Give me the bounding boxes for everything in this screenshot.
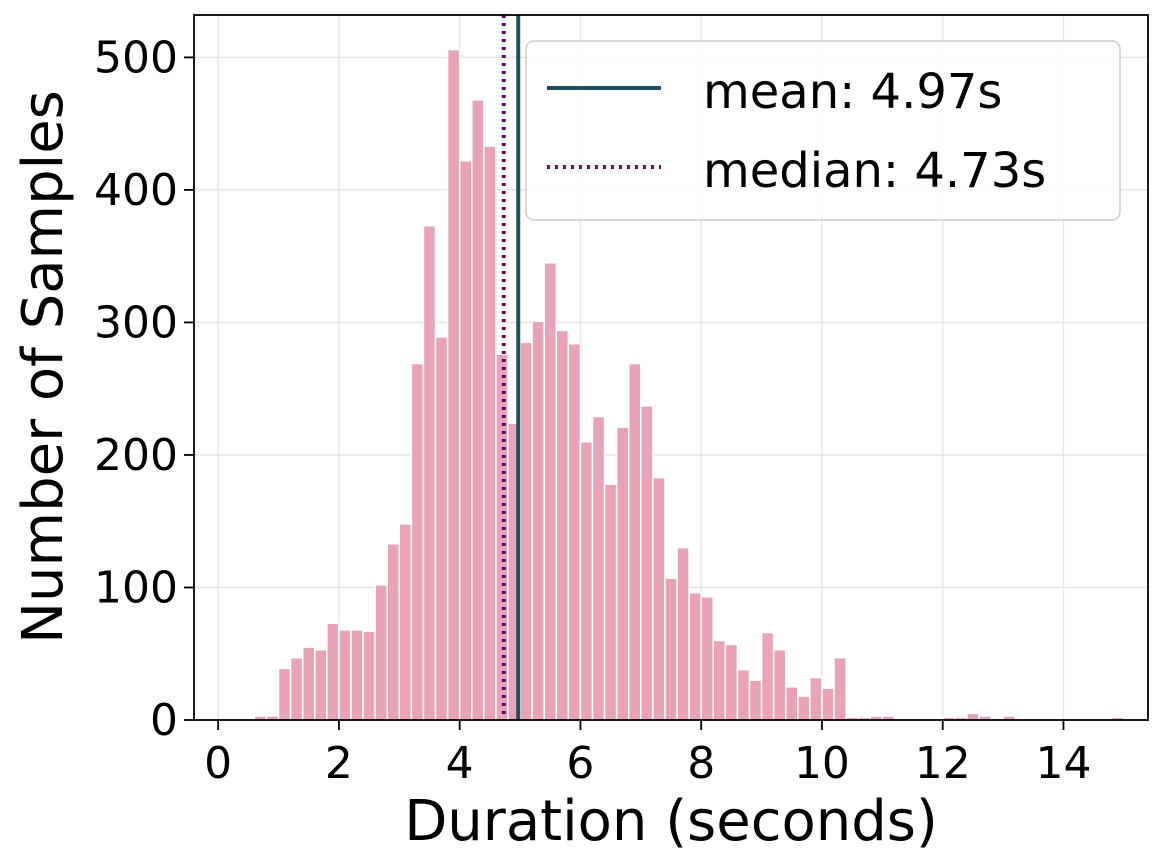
histogram-bar <box>289 656 304 721</box>
x-tick-label: 0 <box>204 738 232 789</box>
histogram-bar <box>591 415 606 721</box>
histogram-bar <box>543 262 558 721</box>
x-tick-label: 12 <box>915 738 971 789</box>
histogram-bar <box>724 643 739 721</box>
histogram-bar <box>966 712 980 721</box>
histogram-bar <box>640 405 654 721</box>
histogram-bar <box>809 676 823 721</box>
y-tick-label: 200 <box>94 430 178 481</box>
histogram-bar <box>603 483 618 721</box>
reference-lines <box>501 15 521 720</box>
histogram-bar <box>362 630 376 721</box>
y-tick-label: 300 <box>94 297 178 348</box>
histogram-bar <box>531 320 545 721</box>
y-axis-label: Number of Samples <box>11 90 76 644</box>
legend-median-label: median: 4.73s <box>703 143 1046 199</box>
histogram-bar <box>579 440 594 721</box>
histogram-bar <box>652 476 666 721</box>
histogram-bar <box>398 523 413 721</box>
histogram-bar <box>555 329 570 721</box>
legend-mean-label: mean: 4.97s <box>703 64 1002 120</box>
histogram-bar <box>833 656 847 721</box>
histogram-bar <box>676 546 690 721</box>
legend: mean: 4.97s median: 4.73s <box>525 40 1121 221</box>
histogram-bar <box>458 160 473 721</box>
histogram-bar <box>338 629 352 721</box>
histogram-bar <box>483 145 497 721</box>
histogram-bar <box>374 584 388 721</box>
histogram-bar <box>688 592 702 721</box>
histogram-bar <box>700 596 715 721</box>
histogram-bar <box>434 336 449 721</box>
legend-box <box>525 40 1121 221</box>
x-axis-label: Duration (seconds) <box>404 789 938 854</box>
histogram-bar <box>784 686 799 721</box>
histogram-bar <box>736 668 751 721</box>
histogram-bar <box>627 362 642 721</box>
histogram-bar <box>821 687 835 721</box>
histogram-bar <box>772 649 787 721</box>
x-tick-label: 2 <box>325 738 353 789</box>
x-tick-label: 14 <box>1035 738 1091 789</box>
histogram-bar <box>386 543 401 721</box>
histogram-bar <box>519 341 533 721</box>
histogram-bar <box>615 426 630 721</box>
y-tick-label: 100 <box>94 562 178 613</box>
histogram-bar <box>748 679 763 721</box>
y-axis-ticks: 0 100 200 300 400 500 <box>94 32 194 746</box>
x-tick-label: 10 <box>794 738 850 789</box>
histogram-bar <box>422 224 437 721</box>
histogram-bar <box>797 695 811 721</box>
y-tick-label: 500 <box>94 32 178 83</box>
y-tick-label: 400 <box>94 165 178 216</box>
x-axis-ticks: 0 2 4 6 8 10 12 14 <box>204 720 1091 789</box>
histogram-bar <box>567 342 582 721</box>
histogram-bar <box>410 362 425 721</box>
x-tick-label: 4 <box>446 738 474 789</box>
plot-frame <box>193 14 1149 721</box>
histogram-bar <box>326 622 340 721</box>
histogram-bar <box>277 667 292 721</box>
x-tick-label: 8 <box>687 738 715 789</box>
histogram-bar <box>301 646 316 721</box>
histogram-bar <box>470 99 485 721</box>
x-tick-label: 6 <box>566 738 594 789</box>
histogram-bar <box>664 577 678 721</box>
histogram-bar <box>712 639 727 721</box>
histogram-bar <box>760 631 775 721</box>
histogram-bar <box>350 629 364 721</box>
y-tick-label: 0 <box>150 695 178 746</box>
histogram-bar <box>314 649 328 721</box>
histogram-bar <box>446 48 461 721</box>
